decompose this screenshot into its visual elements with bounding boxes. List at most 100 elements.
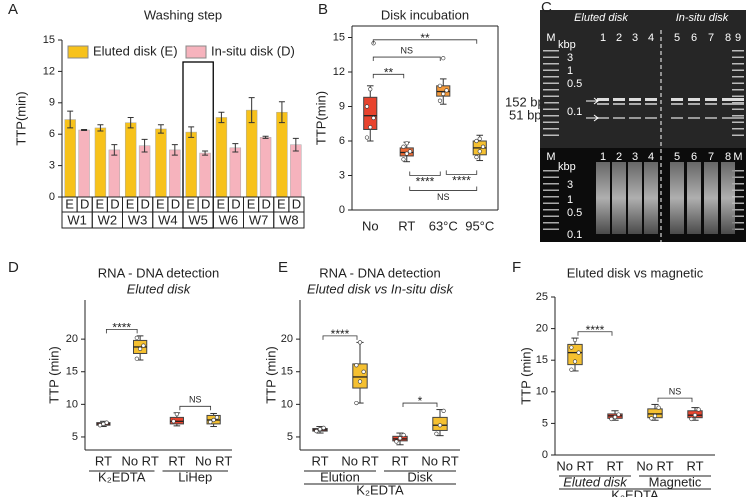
panel-label: B — [318, 1, 328, 18]
y-tick-label: 15 — [43, 34, 55, 46]
data-point — [401, 144, 406, 149]
y-tick-label: 15 — [66, 366, 78, 378]
x-tick-label: 95°C — [465, 218, 494, 233]
ladder-unit: kbp — [558, 39, 576, 51]
y-tick-label: 6 — [339, 135, 345, 147]
x-tick-label: No RT — [195, 453, 232, 468]
ladder-band — [732, 176, 744, 178]
group-label: Eluted disk — [563, 474, 628, 489]
ladder-band — [732, 82, 744, 84]
ladder-band — [543, 63, 559, 65]
data-point — [314, 428, 319, 434]
data-point — [208, 419, 213, 425]
ladder-label: 3 — [567, 52, 573, 64]
bar — [276, 111, 288, 198]
x-tick-label: No RT — [556, 458, 593, 473]
lane-label: 4 — [648, 32, 654, 44]
data-point — [572, 359, 578, 364]
ladder-label: 0.5 — [567, 78, 582, 90]
ladder-band — [543, 128, 559, 130]
data-point — [407, 149, 413, 154]
lane-label: 5 — [674, 151, 680, 163]
bar-label: E — [216, 196, 225, 211]
data-point — [612, 414, 618, 420]
data-point — [437, 423, 443, 428]
gel-band — [722, 117, 734, 119]
lane-label: 8 — [725, 151, 731, 163]
bar — [215, 117, 228, 198]
y-tick-label: 12 — [43, 65, 55, 77]
x-tick-label: W8 — [279, 212, 299, 227]
y-tick-label: 10 — [536, 386, 548, 398]
data-point — [480, 144, 486, 149]
ladder-unit: kbp — [558, 161, 576, 173]
bar — [290, 144, 302, 198]
data-point — [477, 149, 482, 154]
x-tick-label: W5 — [188, 212, 208, 227]
marker-arrow — [586, 97, 599, 105]
significance-bracket — [179, 405, 212, 411]
gel-band — [732, 98, 744, 101]
ladder-band — [543, 170, 559, 172]
lane-label: M — [546, 151, 555, 163]
y-tick-label: 3 — [339, 169, 345, 181]
ladder-band — [543, 228, 559, 230]
bar-label: D — [80, 196, 89, 211]
ladder-band — [543, 108, 559, 110]
y-axis-label: TTP (min) — [518, 347, 533, 405]
legend-swatch — [67, 45, 89, 59]
x-tick-label: RT — [391, 453, 408, 468]
ladder-band — [543, 202, 559, 204]
gel-band — [629, 98, 641, 101]
y-tick-label: 0 — [49, 191, 55, 203]
ladder-band — [543, 82, 559, 84]
x-tick-label: W6 — [219, 212, 239, 227]
y-tick-label: 3 — [49, 160, 55, 172]
x-axis-label: K₂EDTA — [611, 487, 659, 497]
ladder-band — [543, 134, 559, 136]
significance-label: NS — [437, 192, 450, 202]
lane-label: 3 — [632, 32, 638, 44]
significance-label: **** — [416, 175, 435, 189]
y-tick-label: 9 — [49, 97, 55, 109]
x-tick-label: RT — [606, 458, 623, 473]
ladder-band — [732, 183, 744, 185]
data-point — [404, 151, 409, 156]
data-point — [394, 439, 399, 444]
y-tick-label: 0 — [339, 204, 345, 216]
y-tick-label: 10 — [66, 398, 78, 410]
bar-label: E — [277, 196, 286, 211]
bar — [199, 152, 211, 198]
data-point — [364, 135, 370, 140]
ladder-label: 1 — [567, 194, 573, 206]
bar — [94, 127, 107, 198]
ladder-band — [732, 215, 744, 217]
y-tick-label: 20 — [281, 333, 293, 345]
bar — [155, 128, 167, 198]
significance-label: ** — [420, 31, 430, 45]
data-point — [652, 413, 658, 418]
ladder-band — [732, 56, 744, 58]
x-tick-label: RT — [398, 218, 415, 233]
significance-bracket — [322, 335, 358, 340]
gel-band — [688, 117, 700, 119]
significance-label: **** — [112, 321, 131, 335]
data-point — [692, 413, 698, 418]
significance-bracket — [372, 56, 441, 62]
data-point — [649, 416, 654, 421]
bar-label: E — [126, 196, 135, 211]
chart-title: Eluted disk vs magnetic — [567, 265, 704, 280]
x-tick-label: RT — [311, 453, 328, 468]
x-tick-label: No RT — [341, 453, 378, 468]
data-point — [434, 431, 439, 436]
legend-label: In-situ disk (D) — [211, 43, 295, 58]
significance-bracket — [402, 402, 438, 408]
gel-band — [597, 98, 609, 101]
data-point — [437, 98, 443, 103]
group-label: K₂EDTA — [98, 469, 146, 484]
data-point — [696, 407, 701, 412]
data-point — [357, 340, 363, 345]
significance-bracket — [445, 170, 478, 175]
gel-band — [732, 103, 744, 105]
data-point — [104, 420, 109, 425]
